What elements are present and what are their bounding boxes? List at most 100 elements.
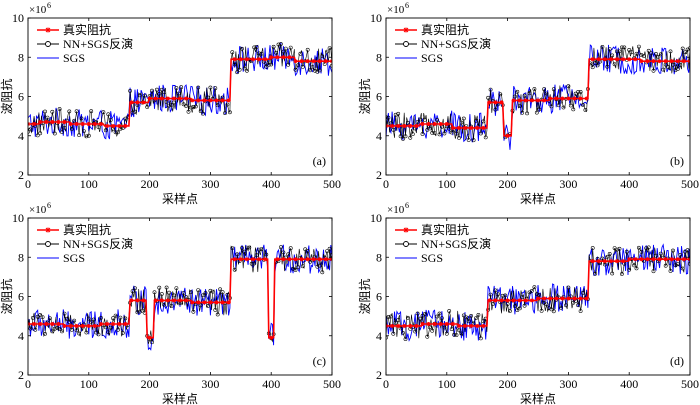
series-nn-point <box>590 65 595 70</box>
series-nn-point <box>517 306 522 311</box>
series-nn-point <box>327 46 332 51</box>
series-nn-point <box>576 90 581 94</box>
series-nn-point <box>169 103 174 107</box>
series-nn-point <box>191 105 196 109</box>
series-true-point <box>621 259 626 264</box>
series-nn-point <box>196 288 201 293</box>
series-nn-point <box>159 87 164 92</box>
series-nn-point <box>315 264 320 269</box>
series-nn-point <box>69 127 74 131</box>
series-true-point <box>578 96 583 101</box>
series-nn-point <box>215 103 220 108</box>
series-true-point <box>657 257 662 262</box>
series-nn-point <box>551 309 556 314</box>
series-nn-point <box>184 104 189 108</box>
series-true-point <box>475 125 480 130</box>
series-true-point <box>633 57 638 62</box>
series-nn-point <box>500 293 505 298</box>
y-tick-label: 2 <box>18 368 24 382</box>
series-nn-point <box>663 263 668 268</box>
series-nn-point <box>99 315 103 320</box>
series-nn-point <box>230 246 235 251</box>
series-true-point <box>517 98 522 103</box>
y-tick-label: 4 <box>18 329 24 343</box>
series-nn-point <box>193 104 198 109</box>
series-nn-point <box>673 263 678 268</box>
series-true-point <box>74 121 79 126</box>
series-true-point <box>74 323 79 328</box>
series-nn-point <box>91 317 96 322</box>
series-nn-point <box>656 55 661 59</box>
series-nn-point <box>622 45 627 50</box>
y-tick-label: 2 <box>376 368 382 382</box>
series-true-point <box>62 323 67 328</box>
series-true-point <box>232 257 237 262</box>
series-nn-point <box>266 63 271 67</box>
series-nn-point <box>544 302 549 307</box>
series-nn-point <box>106 330 111 335</box>
series-true-point <box>426 321 431 326</box>
series-true-point <box>190 98 195 103</box>
y-scale-exponent: 6 <box>47 201 51 210</box>
series-nn-point <box>240 46 244 51</box>
plot-area <box>386 243 690 342</box>
series-nn-point <box>257 247 261 252</box>
y-tick-label: 2 <box>376 168 382 182</box>
plot-area <box>28 244 332 351</box>
series-true-point <box>178 298 182 303</box>
series-nn-point <box>162 90 167 95</box>
series-true-point <box>615 57 620 62</box>
y-tick-label: 8 <box>18 50 24 64</box>
series-nn-point <box>386 115 391 120</box>
series-nn-point <box>120 331 125 335</box>
series-true-point <box>615 259 620 264</box>
series-true-point <box>263 257 268 262</box>
series-nn-point <box>101 110 106 115</box>
series-nn-point <box>325 249 330 254</box>
series-true-point <box>517 298 522 303</box>
series-nn-point <box>471 138 476 143</box>
series-nn-point <box>235 70 240 75</box>
series-nn-point <box>176 91 181 96</box>
legend-label: SGS <box>63 51 85 65</box>
series-nn-point <box>191 309 196 314</box>
series-nn-point <box>35 133 40 138</box>
series-true-point <box>621 57 626 62</box>
series-nn-point <box>639 53 644 57</box>
series-nn-point <box>300 65 305 69</box>
series-nn-point <box>612 62 617 67</box>
series-true-point <box>645 257 650 262</box>
series-true-point <box>317 59 322 64</box>
series-true-point <box>456 125 461 130</box>
series-true-point <box>141 100 146 105</box>
series-nn-point <box>651 269 656 274</box>
series-nn-point <box>164 285 169 290</box>
series-nn-point <box>72 318 77 323</box>
series-true-point <box>257 257 262 262</box>
series-nn-point <box>171 293 176 298</box>
series-nn-point <box>313 68 317 73</box>
series-nn-point <box>242 66 247 71</box>
series-nn-point <box>317 263 322 268</box>
series-nn-point <box>82 129 86 134</box>
series-true-point <box>305 257 310 262</box>
series-nn-point <box>527 91 532 96</box>
series-true-point <box>499 298 504 303</box>
series-nn-point <box>627 48 632 52</box>
series-nn-point <box>391 127 396 132</box>
series-nn-point <box>181 102 186 107</box>
series-true-point <box>135 298 140 303</box>
x-tick-label: 500 <box>323 377 341 391</box>
series-true-point <box>450 125 455 130</box>
series-true-point <box>147 335 152 340</box>
series-nn-point <box>159 292 164 296</box>
series-nn-point <box>264 64 269 69</box>
series-true-point <box>232 57 237 62</box>
y-tick-label: 4 <box>376 329 382 343</box>
series-nn-point <box>425 334 430 339</box>
series-nn-point <box>435 118 440 122</box>
series-true-point <box>542 296 547 301</box>
series-nn-point <box>486 95 491 100</box>
series-nn-point <box>225 292 230 297</box>
